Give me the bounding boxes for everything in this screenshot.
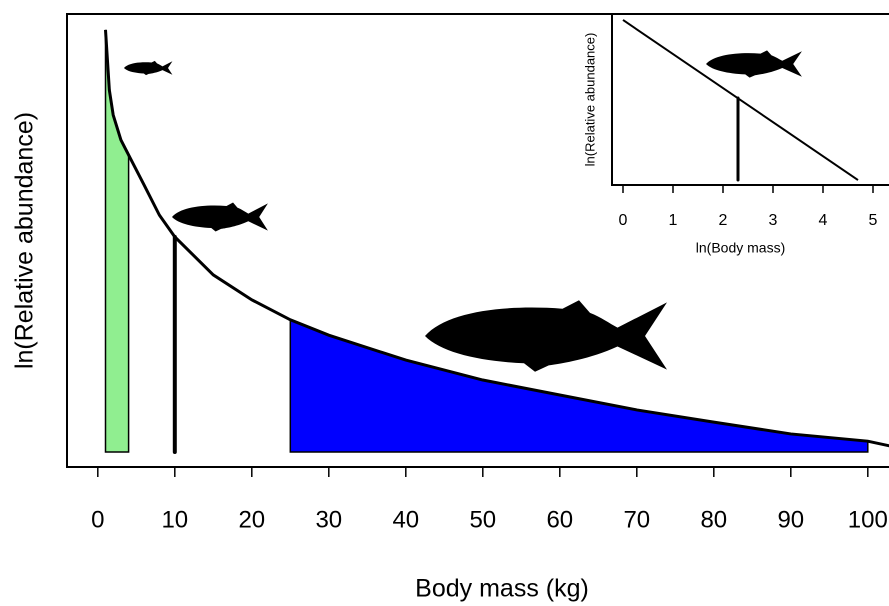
- x-tick-label: 80: [700, 506, 727, 533]
- x-axis-label: Body mass (kg): [415, 575, 589, 603]
- x-tick-label: 70: [623, 506, 650, 533]
- x-tick-label: 1: [669, 212, 678, 229]
- x-tick-label: 5: [869, 212, 878, 229]
- curve: [104, 29, 889, 448]
- x-tick-label: 100: [848, 506, 888, 533]
- x-tick-label: 10: [161, 506, 188, 533]
- x-tick-label: 30: [315, 506, 342, 533]
- y-axis-label: ln(Relative abundance): [582, 33, 597, 167]
- x-axis-label: ln(Body mass): [696, 240, 785, 256]
- x-tick-label: 60: [546, 506, 573, 533]
- inset-plot: 0 1 2 3 4 5 ln(Body mass) ln(Relative abundance…: [582, 13, 889, 256]
- x-tick-label: 3: [769, 212, 778, 229]
- x-tick-label: 0: [91, 506, 104, 533]
- x-tick-label: 20: [238, 506, 265, 533]
- x-tick-label: 50: [469, 506, 496, 533]
- x-tick-label: 40: [392, 506, 419, 533]
- curve: [622, 19, 859, 181]
- x-tick-label: 4: [819, 212, 828, 229]
- x-tick-label: 2: [719, 212, 728, 229]
- plot-frame: [611, 13, 889, 186]
- y-axis-label: ln(Relative abundance): [11, 112, 39, 369]
- x-tick-label: 0: [619, 212, 628, 229]
- x-tick-label: 90: [777, 506, 804, 533]
